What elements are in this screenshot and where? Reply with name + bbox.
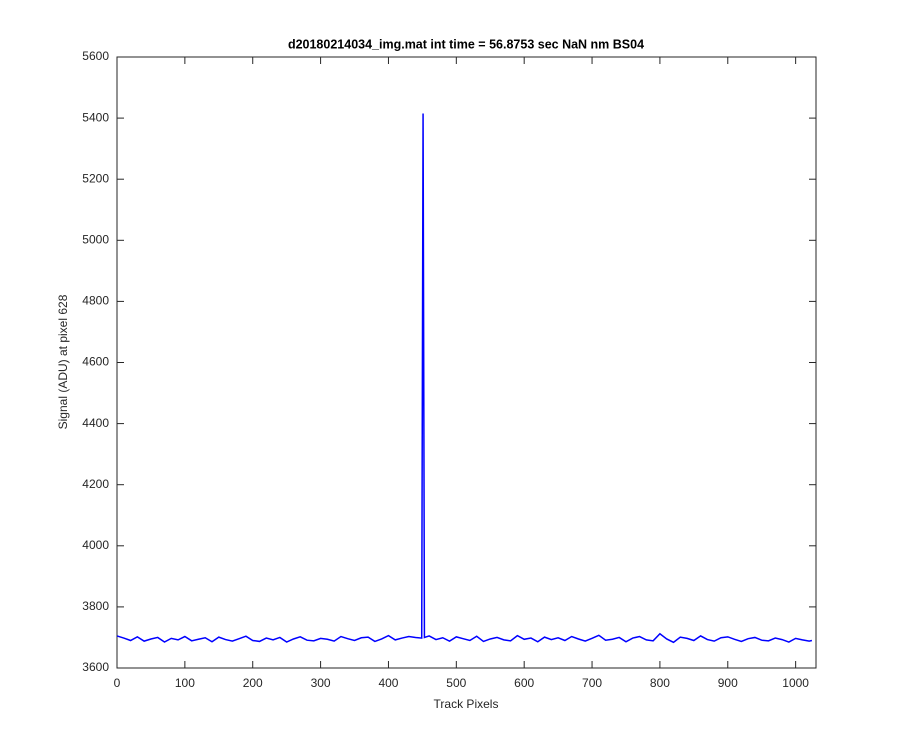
x-tick-label: 200: [243, 676, 263, 690]
y-tick-label: 4000: [82, 538, 109, 552]
data-line: [116, 113, 813, 644]
y-tick-label: 5200: [82, 171, 109, 185]
y-tick-label: 4400: [82, 416, 109, 430]
y-tick-label: 5600: [82, 49, 109, 63]
y-tick-label: 4800: [82, 294, 109, 308]
y-tick-label: 5000: [82, 232, 109, 246]
x-tick-label: 400: [378, 676, 398, 690]
x-axis-label: Track Pixels: [434, 697, 499, 711]
x-tick-label: 0: [114, 676, 121, 690]
x-tick-label: 500: [446, 676, 466, 690]
x-tick-label: 800: [650, 676, 670, 690]
x-tick-label: 1000: [782, 676, 809, 690]
x-tick-label: 900: [718, 676, 738, 690]
plot-area: [116, 56, 817, 669]
y-tick-label: 4600: [82, 355, 109, 369]
x-tick-label: 300: [311, 676, 331, 690]
y-axis-label: Signal (ADU) at pixel 628: [56, 294, 70, 429]
chart-title: d20180214034_img.mat int time = 56.8753 …: [288, 37, 644, 51]
x-tick-label: 600: [514, 676, 534, 690]
x-tick-label: 100: [175, 676, 195, 690]
y-tick-label: 3600: [82, 660, 109, 674]
y-tick-label: 4200: [82, 477, 109, 491]
x-tick-label: 700: [582, 676, 602, 690]
y-tick-label: 5400: [82, 110, 109, 124]
y-tick-label: 3800: [82, 599, 109, 613]
